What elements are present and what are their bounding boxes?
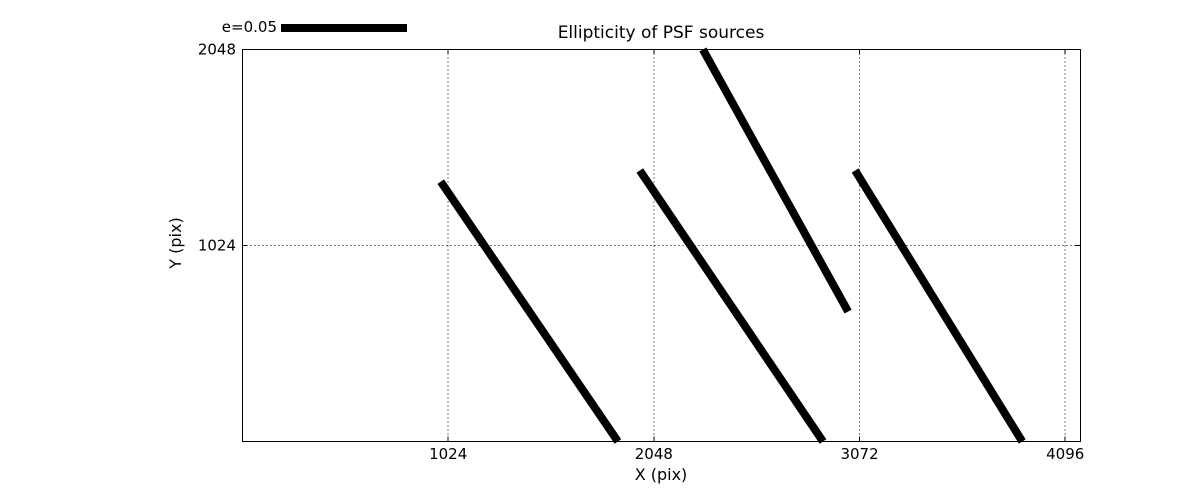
ellipticity-segment — [851, 168, 1026, 444]
x-tick-label: 3072 — [840, 445, 878, 463]
x-tick-label: 2048 — [635, 445, 673, 463]
legend-label: e=0.05 — [221, 18, 277, 36]
axes-border — [242, 49, 1081, 442]
x-axis-label: X (pix) — [634, 465, 688, 484]
x-tick-label: 4096 — [1046, 445, 1084, 463]
x-tick-label: 1024 — [429, 445, 467, 463]
y-axis-label: Y (pix) — [166, 217, 185, 269]
legend-swatch-bar — [281, 24, 407, 32]
ellipticity-segment — [437, 179, 622, 444]
ellipticity-segment — [636, 168, 827, 444]
y-tick-label: 1024 — [198, 237, 236, 255]
y-tick-label: 2048 — [198, 41, 236, 59]
ellipticity-segment — [699, 47, 852, 314]
chart-title: Ellipticity of PSF sources — [557, 23, 765, 43]
